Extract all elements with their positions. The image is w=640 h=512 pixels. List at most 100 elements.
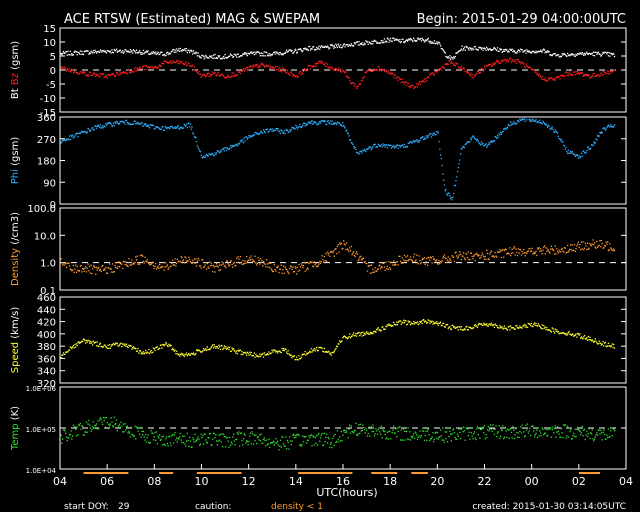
data-point	[260, 261, 262, 263]
data-point	[133, 347, 135, 350]
data-point	[354, 83, 356, 85]
data-point	[503, 59, 506, 61]
data-point	[421, 430, 423, 432]
data-point	[269, 67, 271, 69]
data-point	[526, 65, 528, 67]
data-point	[567, 149, 569, 151]
data-point	[605, 345, 607, 347]
data-point	[428, 434, 430, 436]
data-point	[407, 427, 409, 429]
data-point	[89, 265, 91, 268]
data-point	[140, 254, 142, 256]
data-point	[503, 325, 506, 327]
data-point	[374, 69, 376, 71]
data-point	[131, 433, 133, 435]
data-point	[224, 54, 226, 56]
data-point	[593, 141, 595, 143]
data-point	[459, 326, 461, 328]
data-point	[276, 66, 279, 68]
data-point	[289, 354, 291, 356]
data-point	[246, 53, 248, 55]
data-point	[370, 426, 372, 428]
data-point	[449, 195, 451, 197]
data-point	[486, 249, 488, 251]
data-point	[212, 433, 215, 435]
data-point	[202, 55, 205, 57]
data-point	[598, 429, 600, 431]
data-point	[416, 321, 419, 323]
data-point	[366, 331, 368, 333]
data-point	[406, 40, 409, 42]
data-point	[358, 332, 360, 334]
data-point	[126, 345, 128, 348]
data-point	[388, 323, 390, 325]
data-point	[479, 72, 481, 74]
data-point	[60, 434, 62, 436]
data-point	[385, 325, 387, 328]
data-point	[209, 265, 212, 267]
data-point	[403, 41, 406, 44]
data-point	[607, 241, 609, 243]
data-point	[204, 264, 206, 266]
data-point	[379, 264, 381, 266]
data-point	[136, 121, 138, 124]
data-point	[104, 344, 106, 346]
data-point	[553, 131, 556, 134]
data-point	[232, 145, 235, 147]
data-point	[299, 358, 302, 360]
data-point	[201, 436, 203, 439]
data-point	[584, 73, 586, 75]
data-point	[363, 257, 365, 259]
data-point	[169, 265, 172, 268]
data-point	[294, 266, 296, 268]
data-point	[500, 131, 502, 133]
data-point	[96, 341, 98, 343]
data-point	[165, 341, 167, 344]
data-point	[311, 351, 313, 353]
y-tick-label-mag: 0	[50, 66, 56, 77]
data-point	[537, 75, 539, 77]
data-point	[341, 440, 343, 442]
data-point	[99, 126, 101, 128]
data-point	[62, 352, 65, 354]
x-tick-label: 14	[289, 475, 303, 488]
data-point	[327, 436, 329, 438]
data-point	[526, 119, 528, 121]
data-point	[396, 144, 399, 146]
data-point	[428, 77, 430, 79]
data-point	[68, 349, 71, 351]
data-point	[254, 255, 256, 257]
data-point	[419, 81, 421, 83]
data-point	[236, 144, 238, 146]
data-point	[577, 53, 579, 55]
data-point	[508, 437, 510, 440]
data-point	[315, 49, 317, 51]
data-point	[178, 438, 180, 440]
data-point	[474, 45, 476, 48]
data-point	[161, 436, 163, 438]
data-point	[603, 73, 605, 76]
data-point	[271, 441, 273, 444]
data-point	[209, 433, 211, 435]
data-point	[125, 261, 127, 263]
data-point	[611, 249, 613, 251]
data-point	[150, 263, 152, 265]
data-point	[87, 263, 89, 265]
data-point	[337, 122, 339, 124]
data-point	[446, 259, 449, 261]
data-point	[99, 124, 101, 126]
data-point	[579, 243, 581, 246]
data-point	[319, 261, 321, 263]
data-point	[66, 54, 68, 56]
data-point	[610, 125, 613, 128]
data-point	[549, 329, 551, 332]
data-point	[197, 436, 199, 438]
data-point	[73, 271, 75, 273]
data-point	[584, 338, 586, 340]
data-point	[585, 434, 587, 436]
data-point	[405, 320, 407, 322]
data-point	[245, 68, 247, 70]
data-point	[518, 252, 520, 254]
data-point	[590, 431, 592, 434]
